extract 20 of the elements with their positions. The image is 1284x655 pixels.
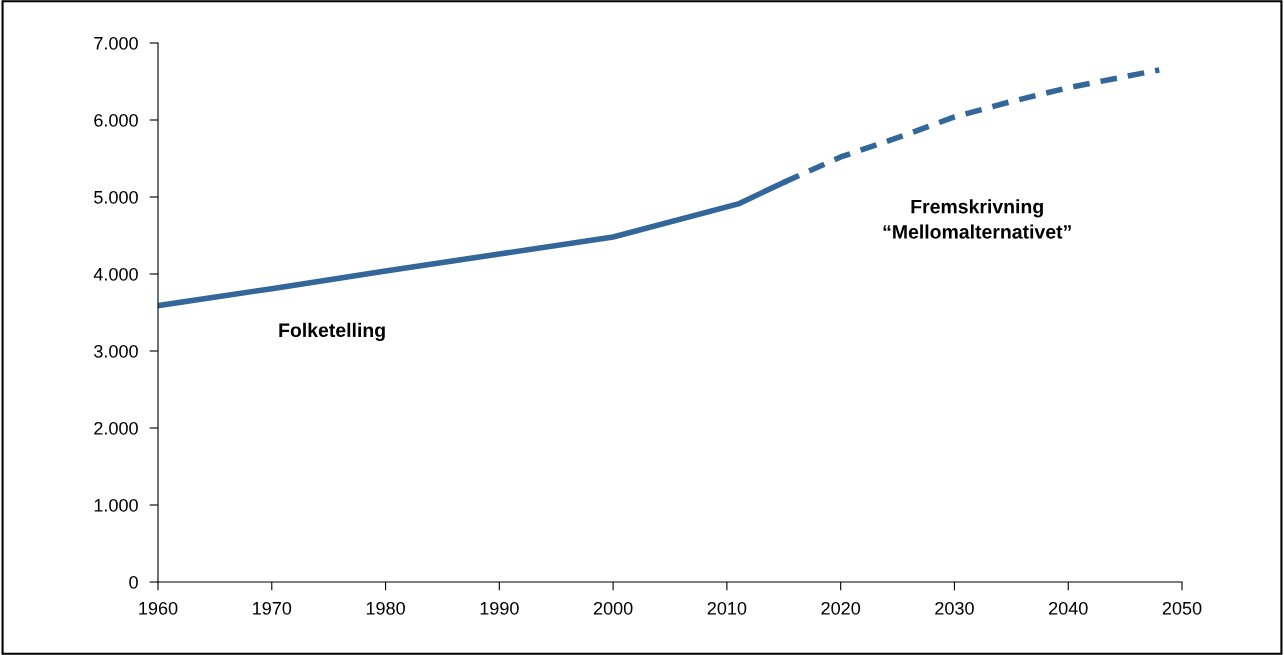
- y-tick-label: 5.000: [94, 190, 138, 204]
- annotation: Fremskrivning “Mellomalternativet”: [883, 199, 1071, 239]
- x-tick-label: 2030: [935, 601, 974, 615]
- x-tick-label: 2000: [593, 601, 633, 615]
- y-tick-label: 3.000: [94, 344, 138, 358]
- x-tick-label: 1990: [480, 601, 519, 615]
- y-tick-label: 1.000: [94, 498, 138, 512]
- x-tick-label: 2040: [1049, 601, 1088, 615]
- x-tick-label: 1960: [139, 601, 178, 615]
- x-tick-label: 1970: [253, 601, 292, 615]
- y-tick-label: 2.000: [94, 421, 138, 435]
- x-tick-label: 2050: [1162, 601, 1202, 615]
- y-tick-label: 0: [129, 575, 138, 589]
- annotation: Folketelling: [279, 322, 385, 342]
- x-tick-label: 2020: [821, 601, 861, 615]
- y-tick-label: 4.000: [93, 267, 138, 281]
- y-tick-label: 6.000: [94, 113, 138, 127]
- y-tick-label: 7.000: [94, 36, 138, 50]
- x-tick-label: 1980: [366, 601, 405, 615]
- x-tick-label: 2010: [707, 601, 747, 615]
